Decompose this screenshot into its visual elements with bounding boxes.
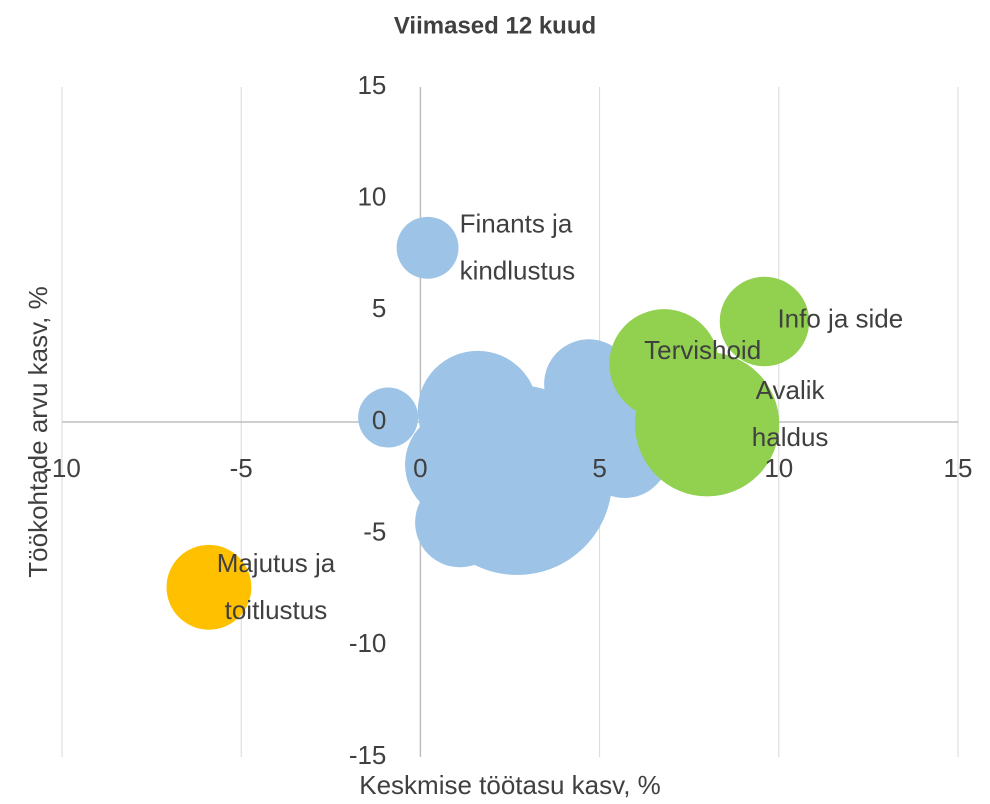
x-tick-label: -5 bbox=[230, 453, 253, 483]
data-label: Avalik bbox=[756, 375, 826, 405]
x-tick-label: 10 bbox=[764, 453, 793, 483]
data-label: toitlustus bbox=[225, 595, 328, 625]
bubble bbox=[415, 477, 505, 568]
bubble bbox=[358, 387, 419, 448]
x-axis-label: Keskmise töötasu kasv, % bbox=[359, 770, 661, 800]
y-tick-label: 5 bbox=[372, 293, 386, 323]
x-tick-label: 15 bbox=[944, 453, 973, 483]
y-tick-label: -10 bbox=[349, 628, 387, 658]
bubble bbox=[609, 309, 719, 419]
x-tick-label: 0 bbox=[413, 453, 427, 483]
y-tick-label: 15 bbox=[357, 70, 386, 100]
y-tick-label: -5 bbox=[363, 517, 386, 547]
bubble bbox=[417, 350, 538, 471]
data-label: haldus bbox=[752, 422, 829, 452]
data-label: Majutus ja bbox=[217, 548, 336, 578]
y-tick-label: -15 bbox=[349, 740, 387, 770]
data-label: Tervishoid bbox=[644, 335, 761, 365]
data-label: kindlustus bbox=[460, 256, 576, 286]
data-label: Finants ja bbox=[460, 209, 573, 239]
y-tick-label: 0 bbox=[372, 405, 386, 435]
y-tick-label: 10 bbox=[357, 182, 386, 212]
x-tick-label: -10 bbox=[43, 453, 81, 483]
bubble bbox=[719, 276, 810, 367]
data-label: Info ja side bbox=[777, 303, 903, 333]
chart-title: Viimased 12 kuud bbox=[394, 12, 596, 39]
y-axis-label: Töökohtade arvu kasv, % bbox=[23, 286, 53, 577]
x-tick-label: 5 bbox=[592, 453, 606, 483]
bubble bbox=[166, 544, 252, 630]
bubble bbox=[396, 216, 459, 279]
